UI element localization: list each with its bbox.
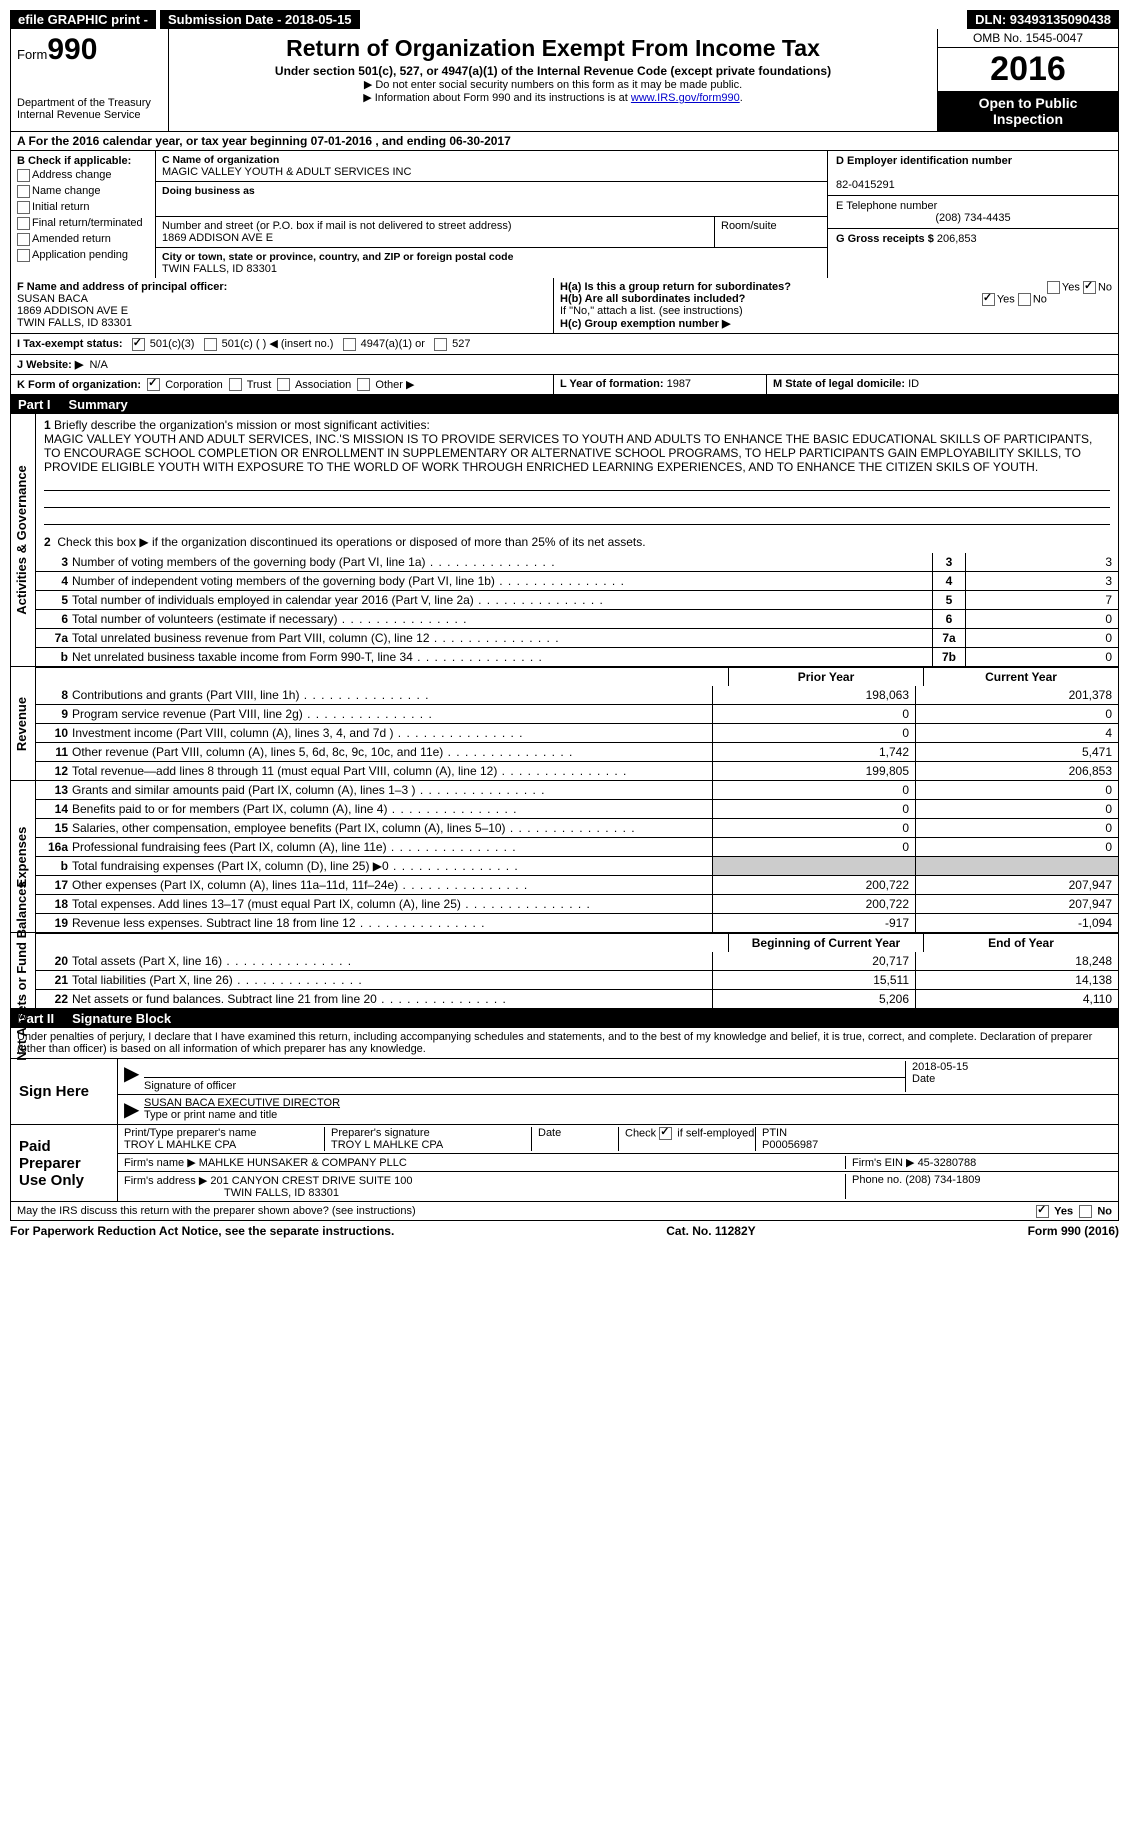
table-row: 18Total expenses. Add lines 13–17 (must … (36, 894, 1118, 913)
section-b: B Check if applicable: Address change Na… (11, 151, 156, 278)
table-row: 9Program service revenue (Part VIII, lin… (36, 704, 1118, 723)
efile-badge: efile GRAPHIC print - (10, 10, 156, 29)
mission-text: MAGIC VALLEY YOUTH AND ADULT SERVICES, I… (44, 432, 1092, 474)
row-a: A For the 2016 calendar year, or tax yea… (10, 132, 1119, 151)
table-row: 8Contributions and grants (Part VIII, li… (36, 686, 1118, 704)
checkbox-address-change[interactable] (17, 169, 30, 182)
part-1-header: Part ISummary (10, 395, 1119, 414)
omb-number: OMB No. 1545-0047 (938, 29, 1118, 48)
tax-year: 2016 (938, 48, 1118, 91)
table-row: 6Total number of volunteers (estimate if… (36, 609, 1118, 628)
phone: (208) 734-4435 (836, 212, 1110, 224)
section-c: C Name of organizationMAGIC VALLEY YOUTH… (156, 151, 828, 278)
checkbox-amended[interactable] (17, 233, 30, 246)
irs-link[interactable]: www.IRS.gov/form990 (631, 92, 740, 104)
table-row: 3Number of voting members of the governi… (36, 553, 1118, 571)
gross-receipts: 206,853 (937, 233, 977, 245)
form-header: Form990 Department of the Treasury Inter… (10, 29, 1119, 132)
table-row: 13Grants and similar amounts paid (Part … (36, 781, 1118, 799)
dln: DLN: 93493135090438 (967, 10, 1119, 29)
table-row: 12Total revenue—add lines 8 through 11 (… (36, 761, 1118, 780)
checkbox-501c3[interactable] (132, 338, 145, 351)
table-row: 16aProfessional fundraising fees (Part I… (36, 837, 1118, 856)
ein: 82-0415291 (836, 179, 895, 191)
org-name: MAGIC VALLEY YOUTH & ADULT SERVICES INC (162, 166, 411, 178)
table-row: 15Salaries, other compensation, employee… (36, 818, 1118, 837)
table-row: 10Investment income (Part VIII, column (… (36, 723, 1118, 742)
checkbox-corporation[interactable] (147, 378, 160, 391)
table-row: 4Number of independent voting members of… (36, 571, 1118, 590)
top-bar: efile GRAPHIC print - Submission Date - … (10, 10, 1119, 29)
form-title: Return of Organization Exempt From Incom… (177, 35, 929, 62)
submission-date: Submission Date - 2018-05-15 (160, 10, 360, 29)
table-row: 14Benefits paid to or for members (Part … (36, 799, 1118, 818)
table-row: 20Total assets (Part X, line 16)20,71718… (36, 952, 1118, 970)
table-row: 21Total liabilities (Part X, line 26)15,… (36, 970, 1118, 989)
table-row: 11Other revenue (Part VIII, column (A), … (36, 742, 1118, 761)
table-row: 17Other expenses (Part IX, column (A), l… (36, 875, 1118, 894)
table-row: bNet unrelated business taxable income f… (36, 647, 1118, 666)
table-row: 22Net assets or fund balances. Subtract … (36, 989, 1118, 1008)
table-row: bTotal fundraising expenses (Part IX, co… (36, 856, 1118, 875)
part-2-header: Part IISignature Block (10, 1009, 1119, 1028)
checkbox-name-change[interactable] (17, 185, 30, 198)
checkbox-initial-return[interactable] (17, 201, 30, 214)
checkbox-pending[interactable] (17, 249, 30, 262)
table-row: 5Total number of individuals employed in… (36, 590, 1118, 609)
checkbox-final-return[interactable] (17, 217, 30, 230)
table-row: 7aTotal unrelated business revenue from … (36, 628, 1118, 647)
table-row: 19Revenue less expenses. Subtract line 1… (36, 913, 1118, 932)
